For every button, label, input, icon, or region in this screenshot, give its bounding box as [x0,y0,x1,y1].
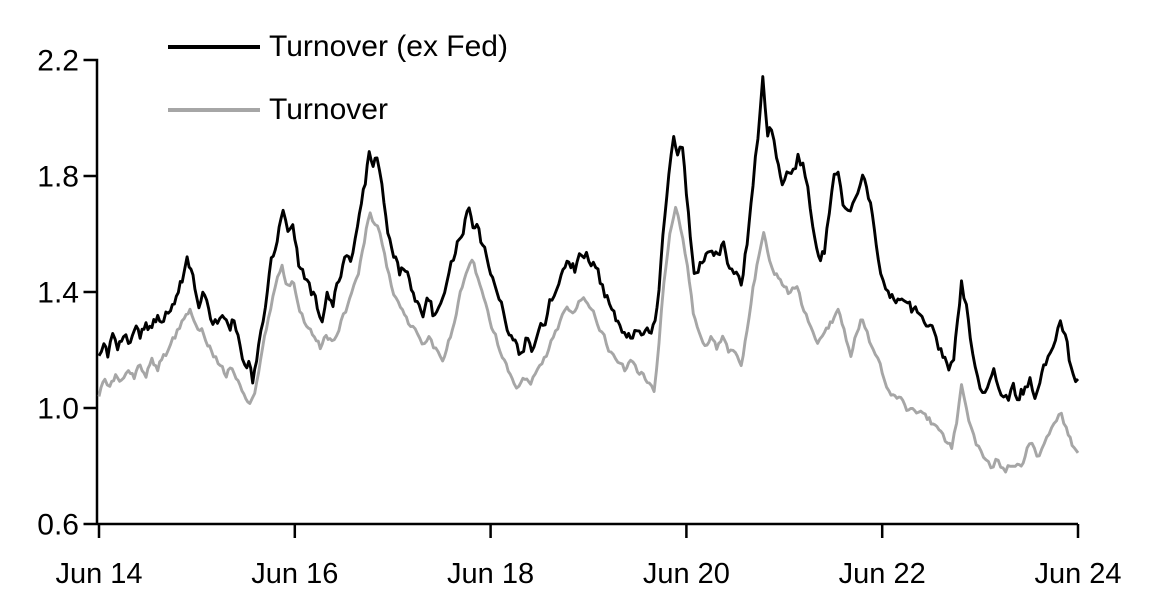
legend-line-swatch-gray [168,108,260,112]
axes [83,58,1080,538]
y-tick-label: 0.6 [37,509,79,542]
y-tick-label: 1.0 [37,393,79,426]
legend-label-turnover-ex-fed: Turnover (ex Fed) [269,30,508,63]
x-tick-label: Jun 16 [251,558,338,590]
legend-label-turnover: Turnover [269,93,388,126]
x-tick-label: Jun 20 [643,558,730,590]
legend-item-turnover: Turnover [168,91,508,129]
chart-legend: Turnover (ex Fed) Turnover [168,28,508,129]
legend-line-swatch-black [168,45,260,49]
series-line-turnover-ex-fed [97,75,1080,402]
x-tick-label: Jun 18 [447,558,534,590]
series-line-turnover [97,205,1080,474]
y-tick-label: 1.8 [37,161,79,194]
legend-item-turnover-ex-fed: Turnover (ex Fed) [168,28,508,66]
x-tick-label: Jun 22 [839,558,926,590]
x-tick-label: Jun 14 [55,558,142,590]
x-tick-label: Jun 24 [1034,558,1121,590]
y-tick-label: 2.2 [37,45,79,78]
y-tick-label: 1.4 [37,277,79,310]
